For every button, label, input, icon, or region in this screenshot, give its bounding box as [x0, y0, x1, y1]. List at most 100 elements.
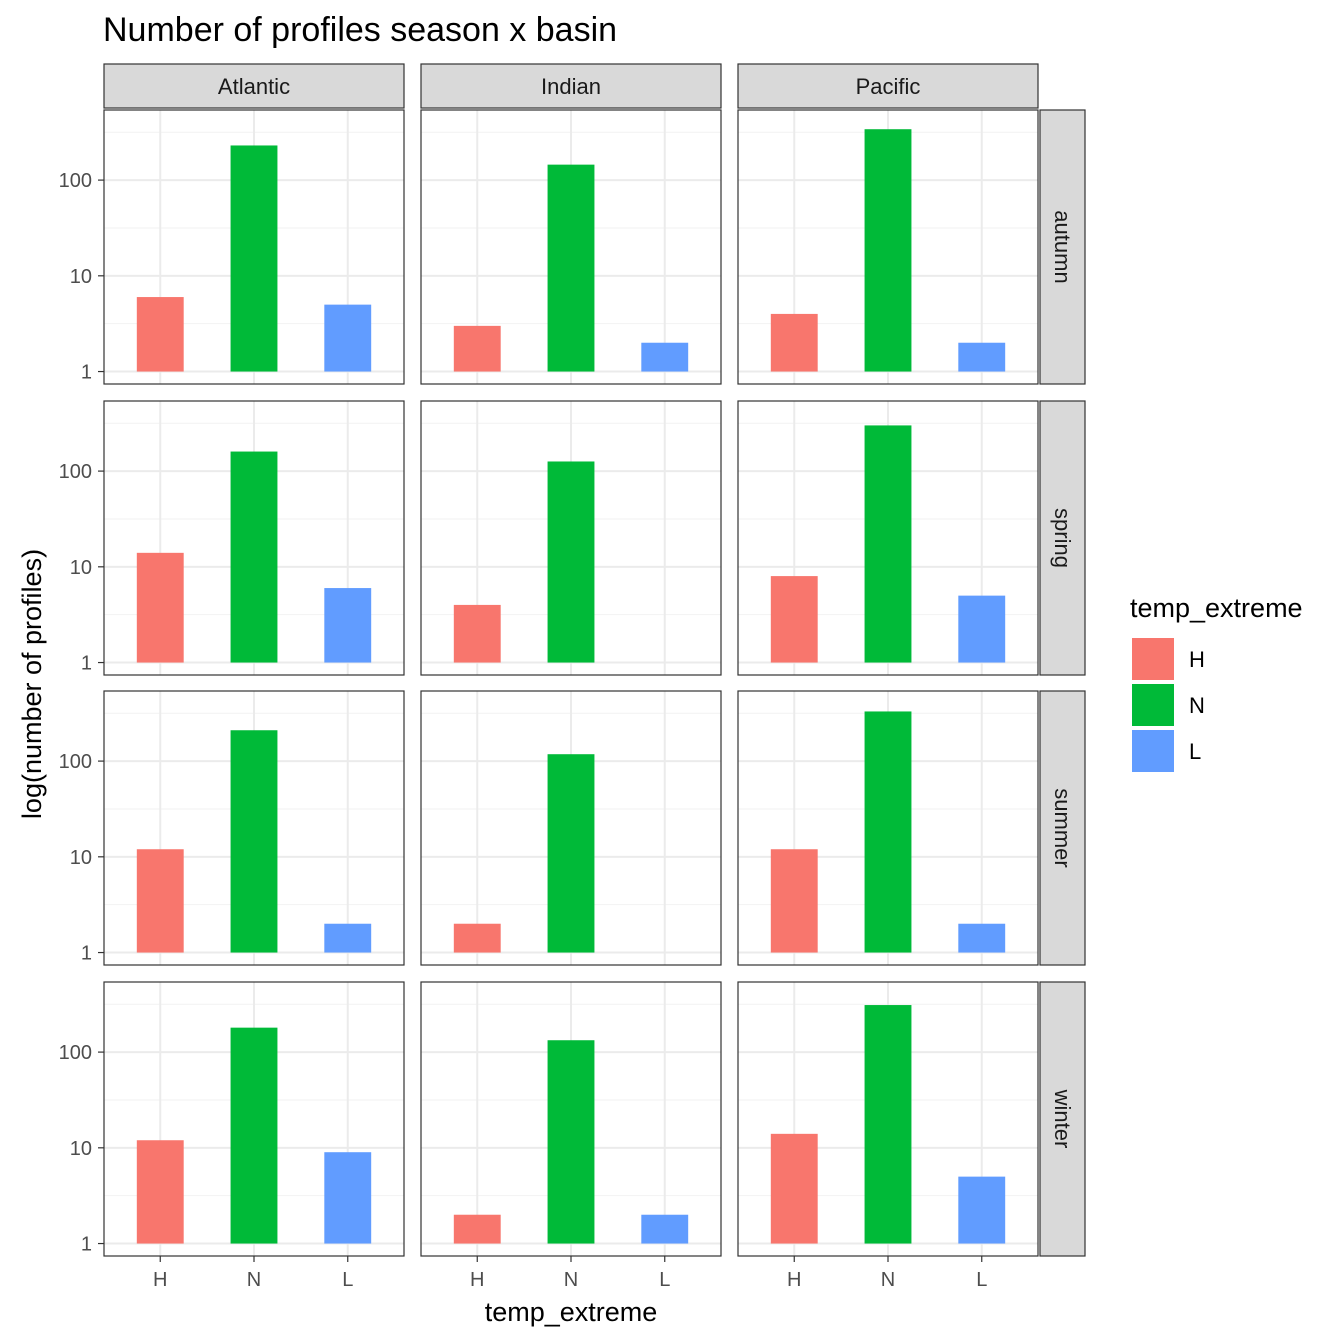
y-tick-label: 1: [81, 653, 92, 675]
panel-winter-atlantic: 1 10 100 H N L: [59, 981, 405, 1291]
bar-spring-atlantic-H: [136, 552, 184, 663]
facet-strip-winter: winter: [1039, 981, 1086, 1257]
bar-autumn-indian-N: [547, 164, 595, 372]
panel-spring-indian: [420, 400, 722, 676]
strip-label-winter: winter: [1050, 1089, 1075, 1149]
bar-autumn-indian-L: [641, 342, 689, 372]
panel-autumn-atlantic: 1 10 100: [59, 109, 405, 385]
panel-autumn-pacific: [737, 109, 1039, 385]
bar-winter-atlantic-H: [136, 1140, 184, 1244]
facet-strip-pacific: Pacific: [737, 63, 1039, 109]
legend-label-L: L: [1189, 739, 1201, 764]
facet-strip-autumn: autumn: [1039, 109, 1086, 385]
strip-background: [737, 63, 1039, 109]
strip-label-pacific: Pacific: [856, 74, 921, 99]
legend-entry-H: H: [1132, 638, 1205, 680]
panel-border: [103, 690, 405, 966]
bar-spring-pacific-L: [958, 595, 1006, 663]
bar-summer-atlantic-N: [230, 730, 278, 953]
bar-autumn-atlantic-N: [230, 145, 278, 372]
bar-spring-atlantic-L: [324, 588, 372, 663]
strip-label-spring: spring: [1050, 508, 1075, 568]
bar-winter-pacific-H: [770, 1133, 818, 1244]
panel-border: [103, 109, 405, 385]
x-axis-title: temp_extreme: [485, 1297, 658, 1327]
facet-strip-atlantic: Atlantic: [103, 63, 405, 109]
y-tick-label: 10: [70, 266, 92, 288]
y-tick-label: 100: [59, 1042, 92, 1064]
bar-winter-atlantic-L: [324, 1152, 372, 1244]
legend-entry-N: N: [1132, 684, 1205, 726]
strip-label-summer: summer: [1050, 788, 1075, 867]
panel-border: [420, 109, 722, 385]
facet-strip-spring: spring: [1039, 400, 1086, 676]
legend-key-H: [1132, 638, 1174, 680]
x-tick-label-L: L: [976, 1269, 987, 1291]
legend-key-L: [1132, 730, 1174, 772]
strip-background: [1039, 400, 1086, 676]
strip-background: [1039, 109, 1086, 385]
bar-summer-indian-H: [453, 923, 501, 953]
legend-label-H: H: [1189, 647, 1205, 672]
y-tick-label: 100: [59, 170, 92, 192]
strip-background: [103, 63, 405, 109]
bar-spring-atlantic-N: [230, 451, 278, 663]
x-tick-label-N: N: [881, 1269, 895, 1291]
bar-summer-atlantic-H: [136, 849, 184, 953]
bar-autumn-indian-H: [453, 325, 501, 372]
strip-label-indian: Indian: [541, 74, 601, 99]
bar-autumn-pacific-H: [770, 313, 818, 372]
y-tick-label: 100: [59, 461, 92, 483]
chart-title: Number of profiles season x basin: [103, 11, 617, 49]
panel-summer-pacific: [737, 690, 1039, 966]
legend-entries: HNL: [1132, 638, 1205, 772]
y-tick-label: 10: [70, 1138, 92, 1160]
bar-summer-pacific-H: [770, 849, 818, 953]
x-tick-label-L: L: [659, 1269, 670, 1291]
bar-autumn-pacific-L: [958, 342, 1006, 372]
bar-winter-pacific-L: [958, 1176, 1006, 1244]
x-tick-label-N: N: [247, 1269, 261, 1291]
bar-autumn-atlantic-L: [324, 304, 372, 372]
panel-spring-atlantic: 1 10 100: [59, 400, 405, 676]
panel-border: [737, 400, 1039, 676]
strip-background: [420, 63, 722, 109]
bar-summer-atlantic-L: [324, 923, 372, 953]
y-axis-title: log(number of profiles): [17, 549, 47, 819]
legend-title: temp_extreme: [1130, 593, 1303, 623]
bar-spring-indian-N: [547, 461, 595, 663]
bar-spring-indian-H: [453, 604, 501, 663]
strip-background: [1039, 981, 1086, 1257]
panel-summer-atlantic: 1 10 100: [59, 690, 405, 966]
x-tick-label-H: H: [153, 1269, 167, 1291]
bar-spring-pacific-N: [864, 425, 912, 663]
strip-label-autumn: autumn: [1050, 210, 1075, 283]
facet-strip-indian: Indian: [420, 63, 722, 109]
legend-key-N: [1132, 684, 1174, 726]
y-tick-label: 1: [81, 362, 92, 384]
bar-winter-pacific-N: [864, 1005, 912, 1244]
panel-border: [420, 690, 722, 966]
bar-winter-indian-L: [641, 1214, 689, 1244]
panel-border: [737, 690, 1039, 966]
bar-summer-pacific-N: [864, 711, 912, 953]
legend-label-N: N: [1189, 693, 1205, 718]
legend: temp_extreme HNL: [1130, 593, 1303, 772]
y-tick-label: 100: [59, 751, 92, 773]
x-tick-label-H: H: [787, 1269, 801, 1291]
bar-winter-indian-H: [453, 1214, 501, 1244]
bar-summer-indian-N: [547, 754, 595, 953]
facet-panels: Atlantic Indian Pacific autumn spring summer w…: [59, 63, 1086, 1291]
bar-autumn-pacific-N: [864, 129, 912, 372]
x-tick-label-N: N: [564, 1269, 578, 1291]
bar-summer-pacific-L: [958, 923, 1006, 953]
y-tick-label: 10: [70, 557, 92, 579]
panel-spring-pacific: [737, 400, 1039, 676]
panel-border: [103, 400, 405, 676]
panel-autumn-indian: [420, 109, 722, 385]
bar-autumn-atlantic-H: [136, 297, 184, 372]
strip-label-atlantic: Atlantic: [218, 74, 290, 99]
